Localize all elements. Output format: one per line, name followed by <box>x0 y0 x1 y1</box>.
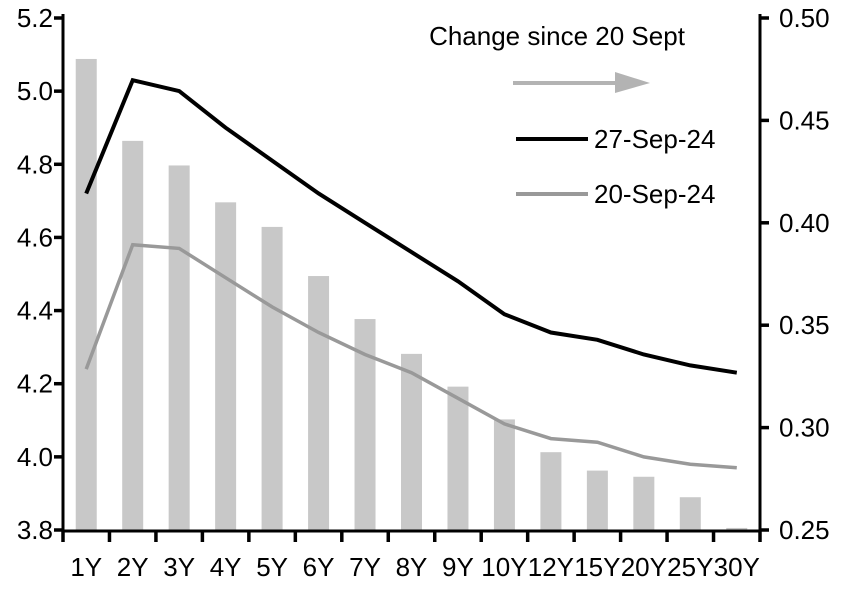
left-axis-tick-label: 4.4 <box>17 296 53 326</box>
bar-25Y <box>679 497 701 531</box>
left-axis-tick-label: 5.0 <box>17 76 53 106</box>
right-axis-tick-label: 0.30 <box>779 413 830 443</box>
bar-7Y <box>354 319 376 531</box>
x-axis-category-label: 15Y <box>574 552 620 582</box>
left-axis-tick-label: 4.8 <box>17 149 53 179</box>
bar-1Y <box>75 58 97 532</box>
right-axis-tick-label: 0.45 <box>779 105 830 135</box>
x-axis-category-label: 3Y <box>163 552 195 582</box>
bar-8Y <box>401 353 422 531</box>
x-axis-category-label: 5Y <box>256 552 288 582</box>
x-axis-category-label: 9Y <box>442 552 474 582</box>
x-axis-category-label: 1Y <box>70 552 102 582</box>
x-axis-category-label: 6Y <box>303 552 335 582</box>
x-axis-category-label: 4Y <box>210 552 242 582</box>
left-axis-tick-label: 4.2 <box>17 369 53 399</box>
x-axis-category-label: 8Y <box>396 552 428 582</box>
x-axis-category-label: 10Y <box>481 552 527 582</box>
series-line-27-sep-24 <box>84 77 738 375</box>
left-axis-tick-label: 4.0 <box>17 442 53 472</box>
change-arrow-head-icon <box>615 72 650 93</box>
bar-2Y <box>122 140 144 531</box>
bar-6Y <box>308 276 330 531</box>
x-axis-category-label: 25Y <box>667 552 713 582</box>
right-axis-tick-label: 0.25 <box>779 515 830 545</box>
bar-12Y <box>540 452 562 531</box>
bar-30Y <box>726 527 748 531</box>
x-axis-category-label: 2Y <box>117 552 149 582</box>
bar-20Y <box>633 476 655 531</box>
bar-5Y <box>261 226 283 531</box>
bar-9Y <box>447 386 469 531</box>
series-line-20-sep-24 <box>84 242 737 470</box>
left-axis-tick-label: 3.8 <box>17 515 53 545</box>
right-axis-tick-label: 0.35 <box>779 310 830 340</box>
bar-4Y <box>215 202 237 531</box>
bar-10Y <box>493 419 515 531</box>
legend-label-27-sep-24: 27-Sep-24 <box>594 124 715 154</box>
right-axis-tick-label: 0.50 <box>779 3 830 33</box>
bar-3Y <box>168 165 190 531</box>
legend-title: Change since 20 Sept <box>429 21 686 51</box>
legend-label-20-sep-24: 20-Sep-24 <box>594 179 715 209</box>
x-axis-category-label: 12Y <box>528 552 574 582</box>
bar-15Y <box>586 470 608 531</box>
left-axis-tick-label: 5.2 <box>17 3 53 33</box>
x-axis-category-label: 30Y <box>714 552 760 582</box>
x-axis-category-label: 7Y <box>349 552 381 582</box>
right-axis-tick-label: 0.40 <box>779 208 830 238</box>
x-axis-category-label: 20Y <box>621 552 667 582</box>
left-axis-tick-label: 4.6 <box>17 222 53 252</box>
